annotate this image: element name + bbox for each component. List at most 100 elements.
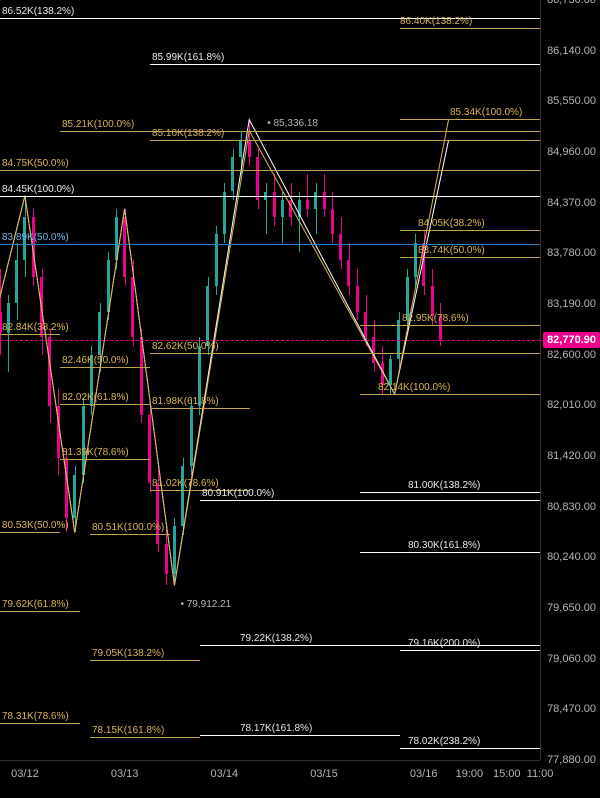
candle-body <box>190 406 193 466</box>
y-tick: 80,830.00 <box>547 501 596 513</box>
fib-label: 86.52K(138.2%) <box>2 6 74 18</box>
fib-label: 86.40K(138.2%) <box>400 16 472 28</box>
fib-line <box>360 492 540 493</box>
fib-line <box>0 611 80 612</box>
candle-body <box>181 466 184 526</box>
fib-line <box>360 552 540 553</box>
candle-body <box>173 526 176 573</box>
fib-line <box>60 131 540 132</box>
fib-line <box>90 660 200 661</box>
y-tick: 80,240.00 <box>547 551 596 563</box>
fib-label: 79.16K(200.0%) <box>408 638 480 650</box>
fib-label: 85.10K(138.2%) <box>152 128 224 140</box>
fib-label: 78.15K(161.8%) <box>92 725 164 737</box>
fib-label: 80.91K(100.0%) <box>202 488 274 500</box>
candle-body <box>314 192 317 209</box>
candle-body <box>107 260 110 312</box>
candle-body <box>231 157 234 191</box>
fib-line <box>60 404 150 405</box>
candle-body <box>223 192 226 235</box>
y-tick: 79,650.00 <box>547 602 596 614</box>
candle-body <box>115 217 118 260</box>
y-tick: 84,960.00 <box>547 146 596 158</box>
fib-label: 80.51K(100.0%) <box>92 522 164 534</box>
fib-label: 81.00K(138.2%) <box>408 480 480 492</box>
fib-label: 78.17K(161.8%) <box>240 723 312 735</box>
candle-body <box>306 200 309 209</box>
candle-body <box>331 209 334 235</box>
candle-body <box>215 234 218 286</box>
candle-body <box>123 217 126 277</box>
fib-label: 78.31K(78.6%) <box>2 711 69 723</box>
x-tick: 03/16 <box>410 768 438 780</box>
candle-body <box>431 286 434 316</box>
candle-body <box>131 277 134 337</box>
fib-line <box>0 196 540 197</box>
y-tick: 78,470.00 <box>547 703 596 715</box>
fib-line <box>0 532 60 533</box>
current-price-line <box>0 340 540 341</box>
fib-label: 82.46K(50.0%) <box>62 355 129 367</box>
fib-label: 82.02K(61.8%) <box>62 392 129 404</box>
fib-line <box>400 257 540 258</box>
x-tick: 03/12 <box>11 768 39 780</box>
y-tick: 84,370.00 <box>547 197 596 209</box>
candle-body <box>414 243 417 277</box>
fib-line <box>150 408 250 409</box>
fib-label: 82.62K(50.0%) <box>152 341 219 353</box>
candle-body <box>356 286 359 312</box>
y-tick: 85,550.00 <box>547 95 596 107</box>
candle-body <box>248 140 251 157</box>
candle-body <box>239 140 242 157</box>
candle-body <box>256 157 259 200</box>
x-tick: 03/13 <box>111 768 139 780</box>
candle-body <box>289 200 292 217</box>
fib-label: 82.84K(38.2%) <box>2 322 69 334</box>
candle-body <box>298 200 301 217</box>
candle-body <box>372 337 375 363</box>
price-annotation: • 79,912.21 <box>180 599 231 610</box>
candle-body <box>281 200 284 217</box>
fib-label: 80.53K(50.0%) <box>2 520 69 532</box>
fib-label: 83.74K(50.0%) <box>418 245 485 257</box>
fib-line <box>400 748 540 749</box>
candle-body <box>57 406 60 458</box>
candle-body <box>98 312 101 355</box>
fib-label: 82.14K(100.0%) <box>378 382 450 394</box>
y-tick: 86,140.00 <box>547 45 596 57</box>
plot-area[interactable]: 86.52K(138.2%)86.40K(138.2%)85.99K(161.8… <box>0 0 540 760</box>
candle-body <box>389 359 392 385</box>
candle-body <box>165 544 168 574</box>
y-tick: 83,190.00 <box>547 298 596 310</box>
fib-label: 78.02K(238.2%) <box>408 736 480 748</box>
candle-body <box>82 406 85 475</box>
candle-body <box>206 286 209 346</box>
x-tick: 19:00 <box>456 768 484 780</box>
x-tick: 03/15 <box>310 768 338 780</box>
x-tick: 15:00 <box>493 768 521 780</box>
fib-line <box>0 334 60 335</box>
fib-line <box>60 459 150 460</box>
fib-label: 81.98K(61.8%) <box>152 396 219 408</box>
y-axis: 86,730.0086,140.0085,550.0084,960.0084,3… <box>540 0 600 760</box>
y-tick: 79,060.00 <box>547 653 596 665</box>
fib-line <box>200 645 540 646</box>
price-annotation: • 85,336.18 <box>267 118 318 129</box>
candle-body <box>140 337 143 414</box>
fib-label: 79.62K(61.8%) <box>2 599 69 611</box>
fib-line <box>90 737 200 738</box>
fib-line <box>150 64 540 65</box>
price-chart[interactable]: 86.52K(138.2%)86.40K(138.2%)85.99K(161.8… <box>0 0 600 798</box>
x-tick: 11:00 <box>527 768 554 780</box>
y-tick: 77,880.00 <box>547 754 596 766</box>
y-tick: 83,780.00 <box>547 247 596 259</box>
fib-line <box>200 735 400 736</box>
fib-line <box>150 140 540 141</box>
y-tick: 82,600.00 <box>547 349 596 361</box>
candle-body <box>347 260 350 286</box>
fib-line <box>400 650 540 651</box>
candle-body <box>323 192 326 209</box>
fib-line <box>60 367 150 368</box>
candle-body <box>65 458 68 518</box>
current-price-tag: 82,770.90 <box>543 332 600 348</box>
